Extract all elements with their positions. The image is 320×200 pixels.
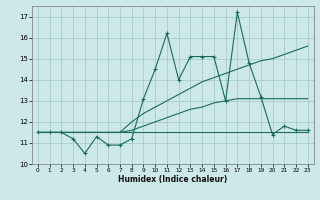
X-axis label: Humidex (Indice chaleur): Humidex (Indice chaleur)	[118, 175, 228, 184]
